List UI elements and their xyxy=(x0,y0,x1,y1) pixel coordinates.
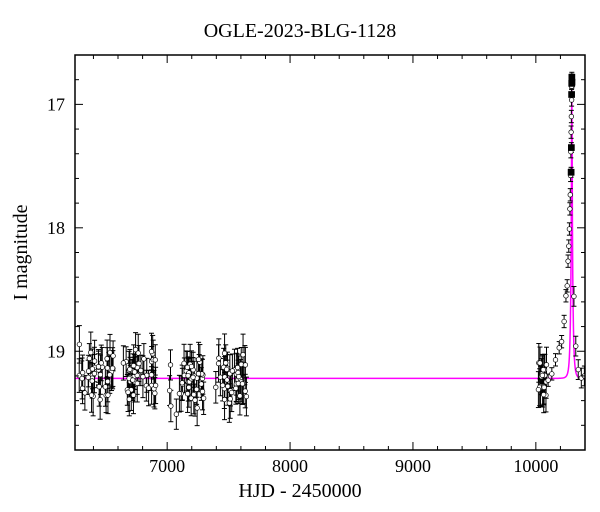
svg-text:8000: 8000 xyxy=(272,456,308,476)
svg-text:I magnitude: I magnitude xyxy=(10,204,32,300)
svg-text:18: 18 xyxy=(47,218,65,238)
svg-text:9000: 9000 xyxy=(395,456,431,476)
svg-text:19: 19 xyxy=(47,341,65,361)
svg-text:10000: 10000 xyxy=(513,456,558,476)
chart-svg: 7000 8000 9000 10000 17 18 19 I magnitude xyxy=(0,0,600,512)
svg-text:17: 17 xyxy=(47,94,65,114)
svg-text:7000: 7000 xyxy=(149,456,185,476)
chart-container: { "chart": { "type": "scatter-line", "ti… xyxy=(0,0,600,512)
